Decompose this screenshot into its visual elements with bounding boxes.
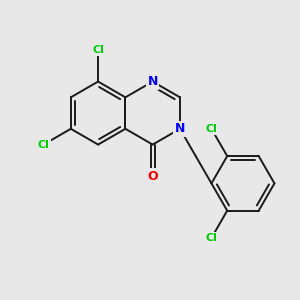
Text: N: N xyxy=(148,75,158,88)
Text: Cl: Cl xyxy=(92,45,104,55)
Text: O: O xyxy=(147,169,158,183)
Text: N: N xyxy=(175,122,185,135)
Text: Cl: Cl xyxy=(206,233,218,243)
Text: Cl: Cl xyxy=(206,124,218,134)
Text: Cl: Cl xyxy=(38,140,50,150)
